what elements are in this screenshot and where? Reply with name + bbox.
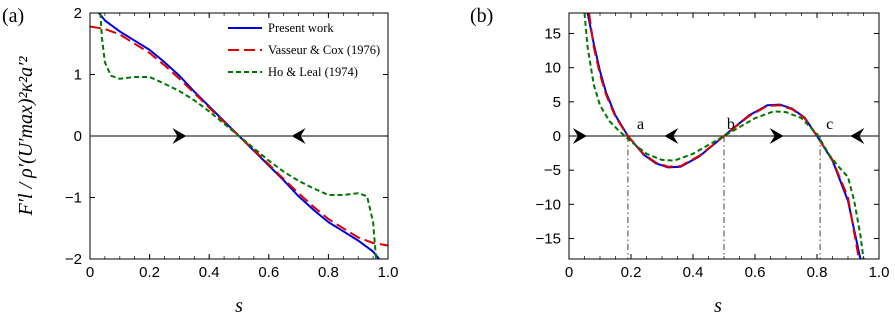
y-tick-label: −5: [544, 162, 561, 179]
flow-arrow-left: [291, 128, 306, 144]
flow-arrow-left: [664, 128, 679, 144]
x-tick-label: 0.4: [199, 264, 220, 281]
y-tick-label: 10: [544, 60, 561, 77]
panel-b-xlabel: s: [714, 295, 722, 317]
y-tick-label: 15: [544, 26, 561, 43]
y-tick-label: 1: [74, 67, 82, 84]
x-tick-label: 0: [86, 264, 94, 281]
panel-b-markers: a b c: [572, 116, 865, 144]
panel-a-ylabel: F′l / ρ′(U′max)²κ²a′²: [15, 55, 37, 216]
panel-b-label: (b): [470, 5, 493, 27]
y-tick-label: 0: [553, 128, 561, 145]
x-tick-label: 0.8: [807, 264, 828, 281]
series-line-2: [583, 13, 865, 259]
panel-a-xlabel: s: [235, 295, 243, 317]
flow-arrow-right: [769, 128, 784, 144]
x-tick-label: 0.8: [318, 264, 339, 281]
panel-a-ticks: 0 0.2 0.4 0.6 0.8 1.0 −2 −1 0 1 2: [65, 5, 399, 281]
flow-arrow-right: [572, 128, 587, 144]
y-tick-label: −1: [65, 190, 82, 207]
y-tick-label: 2: [74, 5, 82, 22]
x-tick-label: 0.4: [683, 264, 704, 281]
y-tick-label: −15: [536, 231, 561, 248]
x-tick-label: 0.6: [258, 264, 279, 281]
chart-panel-a: (a) F′l / ρ′(U′max)²κ²a′² s 0 0.2 0.4 0.6 0.…: [2, 5, 398, 317]
panel-a-label: (a): [2, 5, 24, 27]
x-tick-label: 0.6: [745, 264, 766, 281]
panel-b-ticks: 0 0.2 0.4 0.6 0.8 1.0 −15 −10 −5 0 5 10 15: [536, 13, 890, 281]
series-line-2: [99, 13, 378, 259]
chart-panel-b: (b) s 0 0.2 0.4 0.6 0.8 1.0 −15 −10 −5 0 5 10 15 a b c: [470, 5, 889, 317]
y-tick-label: 5: [553, 94, 561, 111]
panel-b-vlines: [627, 136, 821, 259]
legend-entry-0: Present work: [268, 21, 334, 35]
panel-b-frame: [568, 12, 880, 260]
x-tick-label: 0: [565, 264, 573, 281]
x-tick-label: 1.0: [869, 264, 890, 281]
x-tick-label: 0.2: [139, 264, 160, 281]
legend: Present work Vasseur & Cox (1976) Ho & Lea…: [228, 21, 380, 79]
y-tick-label: 0: [74, 128, 82, 145]
x-tick-label: 0.2: [621, 264, 642, 281]
fixed-point-label-c: c: [826, 116, 833, 133]
series-line-1: [90, 25, 388, 247]
panel-a-markers: [172, 128, 306, 144]
flow-arrow-left: [850, 128, 865, 144]
panel-b-curves: [569, 13, 879, 259]
fixed-point-label-b: b: [727, 116, 735, 133]
legend-entry-2: Ho & Leal (1974): [268, 65, 358, 79]
flow-arrow-right: [172, 128, 187, 144]
y-tick-label: −10: [536, 196, 561, 213]
panel-a-curves: [90, 13, 388, 259]
panel-a-frame: [89, 12, 389, 260]
x-tick-label: 1.0: [378, 264, 399, 281]
legend-entry-1: Vasseur & Cox (1976): [268, 43, 380, 57]
y-tick-label: −2: [65, 251, 82, 268]
fixed-point-label-a: a: [637, 116, 644, 133]
